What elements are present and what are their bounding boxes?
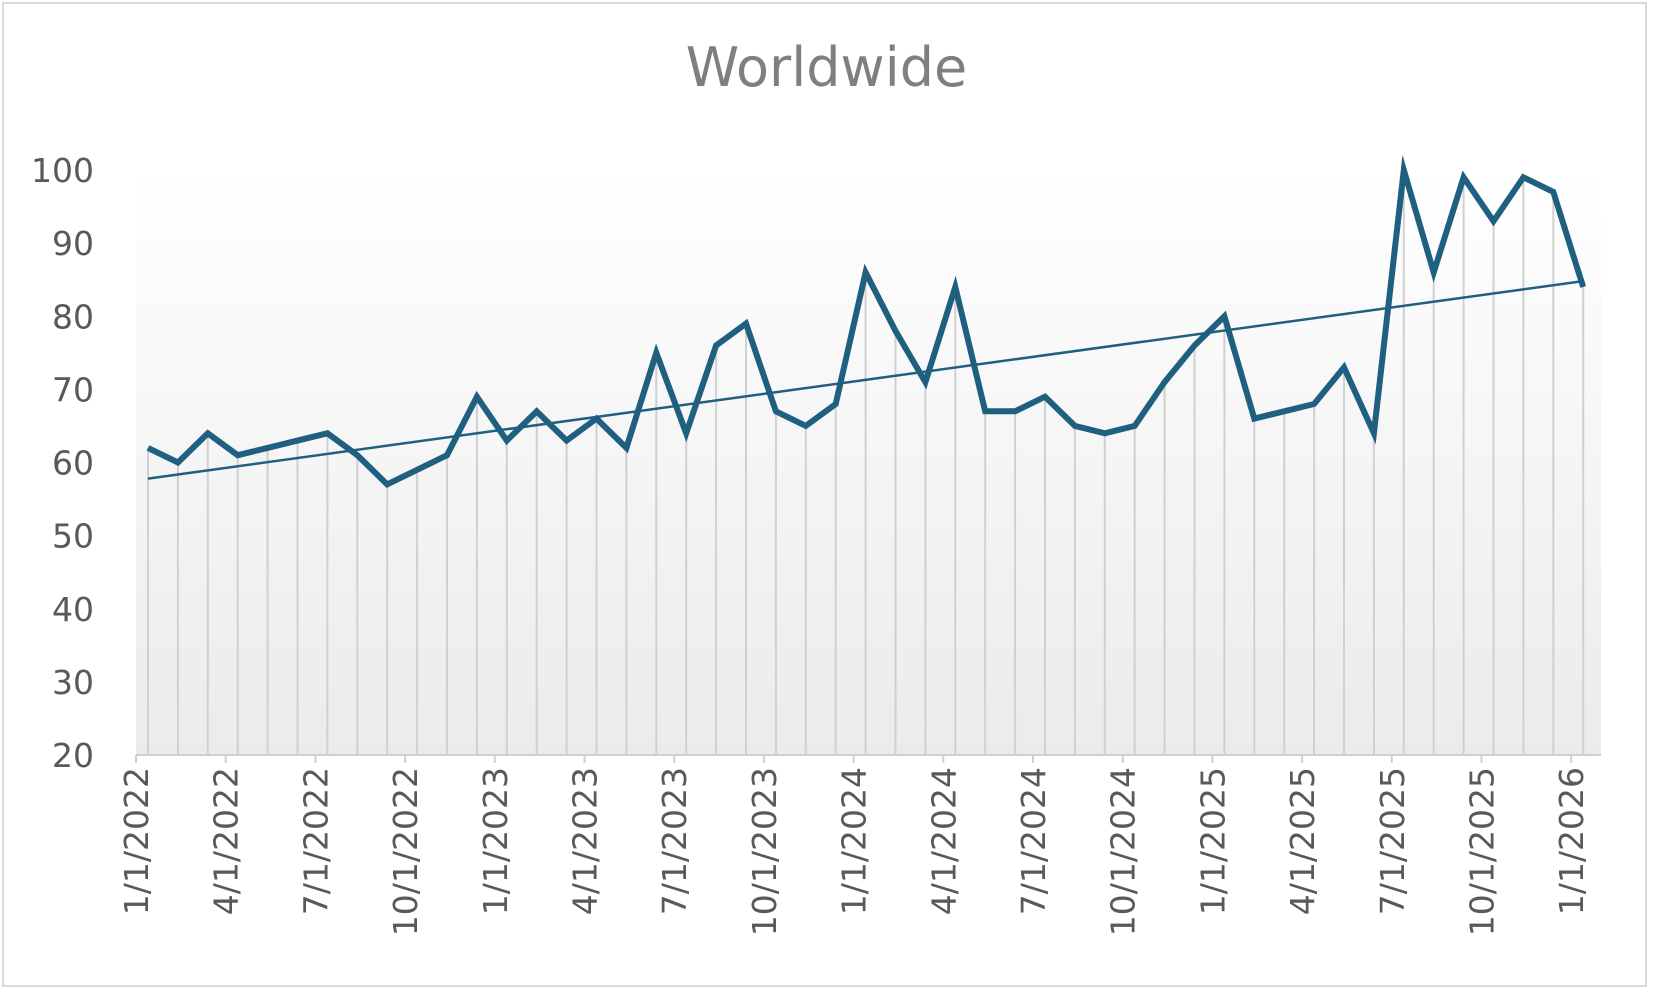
y-tick-label: 70 xyxy=(52,370,94,409)
x-tick-label: 1/1/2022 xyxy=(117,767,156,915)
x-tick-label: 10/1/2025 xyxy=(1463,767,1502,936)
x-tick-label: 1/1/2023 xyxy=(476,767,515,915)
y-tick-label: 50 xyxy=(52,517,94,556)
chart-title: Worldwide xyxy=(685,36,968,99)
x-tick-label: 10/1/2022 xyxy=(386,767,425,936)
y-tick-label: 90 xyxy=(52,224,94,263)
trendline-line xyxy=(147,279,1584,480)
y-tick-label: 30 xyxy=(52,663,94,702)
y-axis: 20 30 40 50 60 70 80 90 100 xyxy=(31,151,94,775)
series-line xyxy=(146,154,1587,489)
x-tick-label: 4/1/2024 xyxy=(924,767,963,915)
x-tick-label: 7/1/2022 xyxy=(296,767,335,915)
x-tick-label: 4/1/2023 xyxy=(566,767,605,915)
x-tick-label: 7/1/2025 xyxy=(1373,767,1412,915)
y-tick-label: 20 xyxy=(52,736,94,775)
x-tick-label: 10/1/2023 xyxy=(745,767,784,936)
drop-lines xyxy=(147,170,1585,755)
x-tick-label: 4/1/2022 xyxy=(207,767,246,915)
series-group xyxy=(146,154,1587,489)
x-axis: 1/1/2022 4/1/2022 7/1/2022 10/1/2022 1/1/202… xyxy=(117,754,1601,936)
x-tick-label: 7/1/2023 xyxy=(655,767,694,915)
x-tick-label: 1/1/2025 xyxy=(1193,767,1232,915)
y-tick-label: 80 xyxy=(52,297,94,336)
x-tick-label: 1/1/2026 xyxy=(1552,767,1591,915)
x-tick-label: 7/1/2024 xyxy=(1014,767,1053,915)
y-tick-label: 100 xyxy=(31,151,94,190)
plot-area xyxy=(136,170,1601,755)
trendline xyxy=(147,279,1584,480)
x-tick-label: 4/1/2025 xyxy=(1283,767,1322,915)
y-tick-label: 60 xyxy=(52,444,94,483)
y-tick-label: 40 xyxy=(52,590,94,629)
x-tick-label: 10/1/2024 xyxy=(1104,767,1143,936)
x-tick-label: 1/1/2024 xyxy=(835,767,874,915)
